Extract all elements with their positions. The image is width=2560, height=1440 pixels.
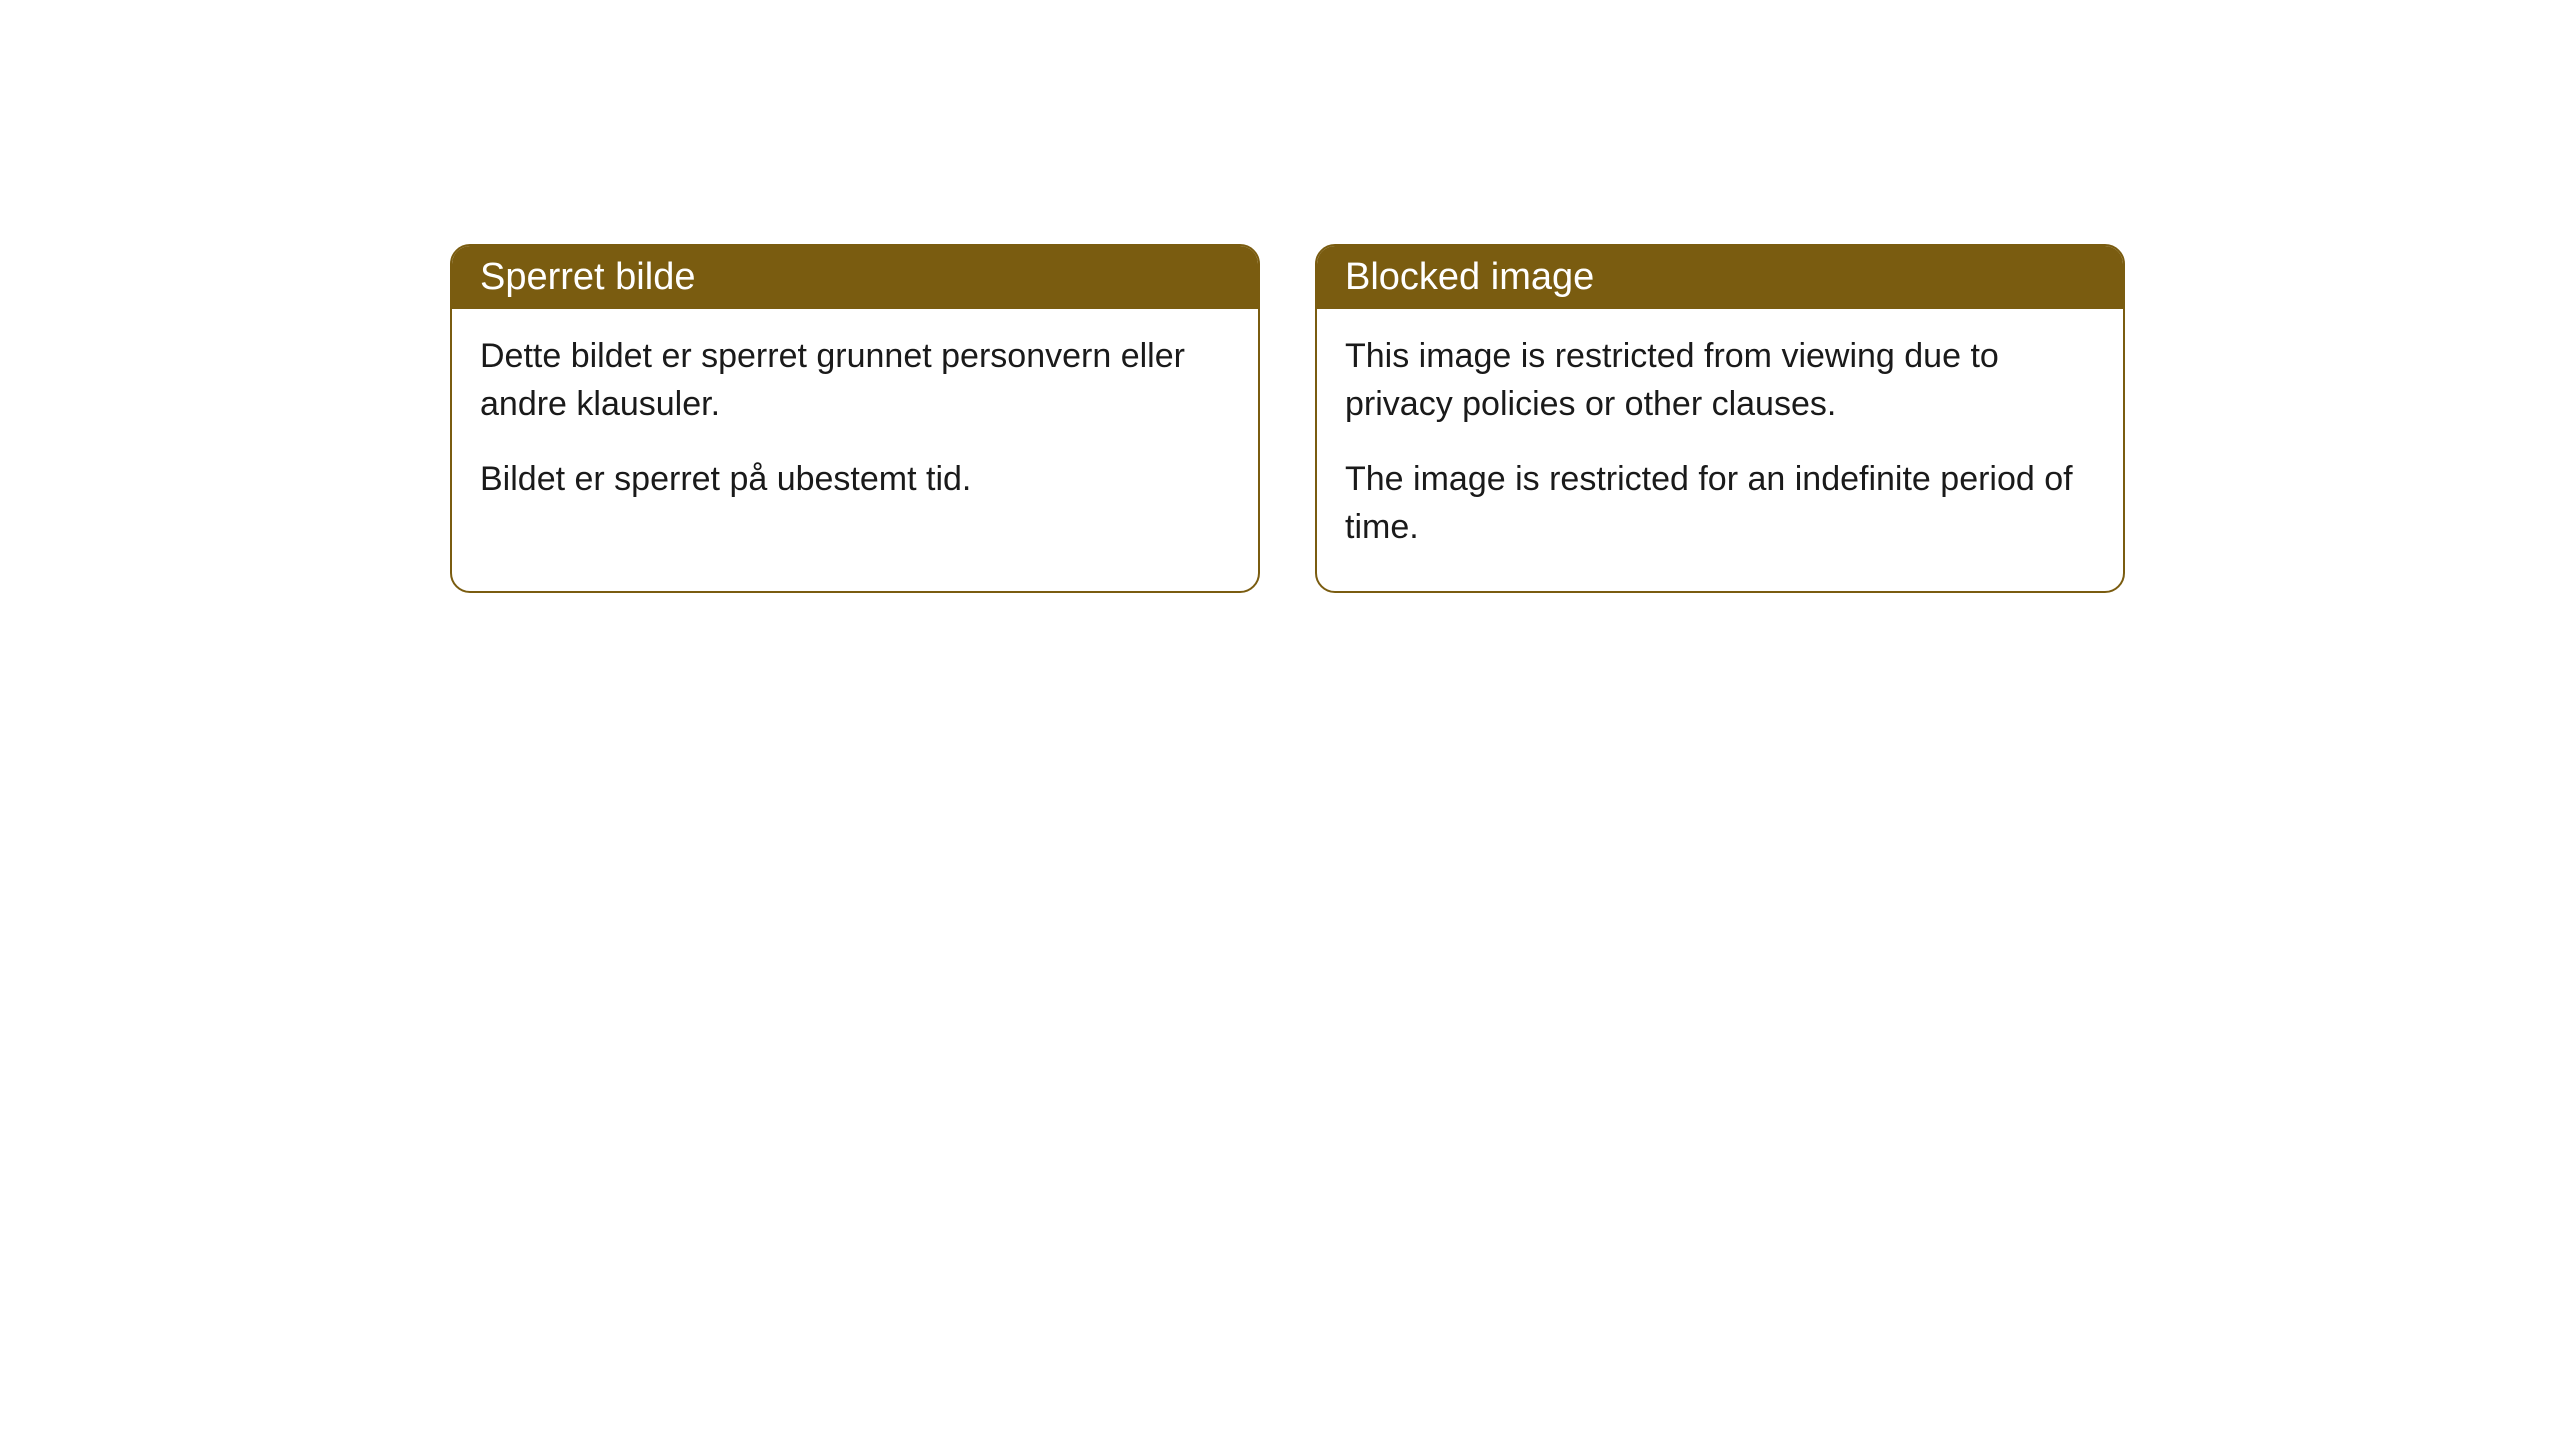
card-header-norwegian: Sperret bilde: [452, 246, 1258, 309]
card-paragraph-english-2: The image is restricted for an indefinit…: [1345, 456, 2095, 551]
card-paragraph-norwegian-2: Bildet er sperret på ubestemt tid.: [480, 456, 1230, 504]
card-paragraph-norwegian-1: Dette bildet er sperret grunnet personve…: [480, 333, 1230, 428]
card-title-english: Blocked image: [1345, 256, 1594, 298]
blocked-image-card-english: Blocked image This image is restricted f…: [1315, 244, 2125, 593]
card-header-english: Blocked image: [1317, 246, 2123, 309]
notification-cards-container: Sperret bilde Dette bildet er sperret gr…: [450, 244, 2125, 593]
card-body-english: This image is restricted from viewing du…: [1317, 309, 2123, 591]
card-title-norwegian: Sperret bilde: [480, 256, 695, 298]
card-body-norwegian: Dette bildet er sperret grunnet personve…: [452, 309, 1258, 544]
card-paragraph-english-1: This image is restricted from viewing du…: [1345, 333, 2095, 428]
blocked-image-card-norwegian: Sperret bilde Dette bildet er sperret gr…: [450, 244, 1260, 593]
